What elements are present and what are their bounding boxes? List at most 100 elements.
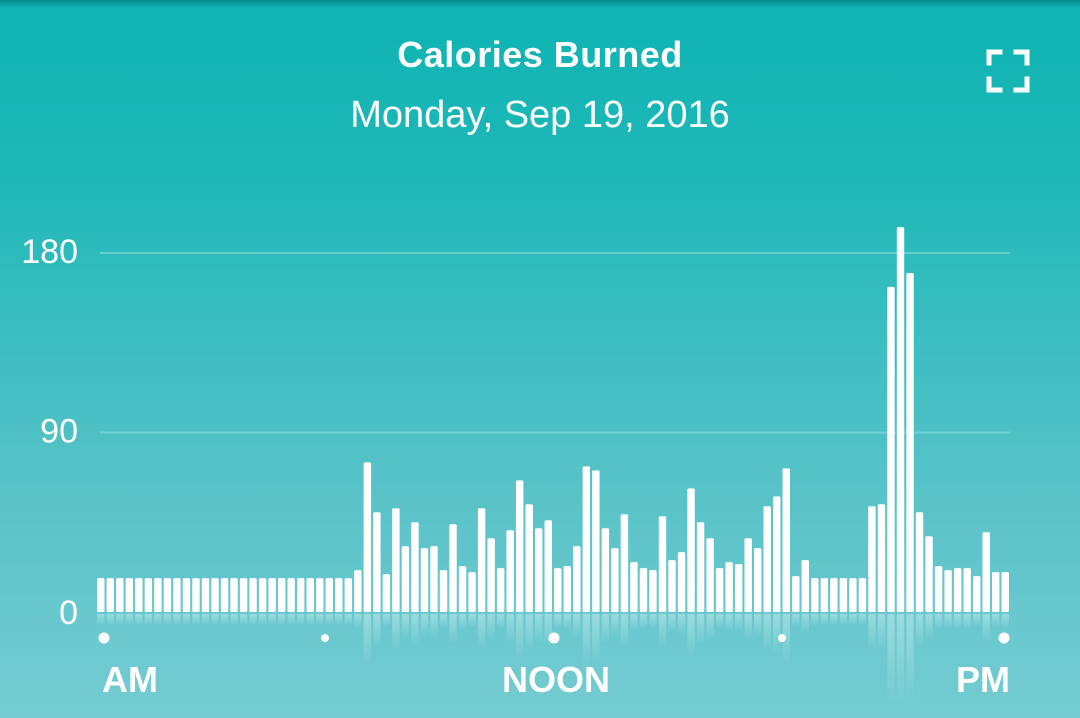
- bar[interactable]: [411, 522, 419, 612]
- bar[interactable]: [811, 578, 819, 612]
- bar[interactable]: [192, 578, 200, 612]
- bar[interactable]: [163, 578, 172, 612]
- bar[interactable]: [335, 578, 343, 612]
- bar[interactable]: [525, 504, 533, 612]
- bar-reflection: [354, 614, 362, 629]
- bar[interactable]: [382, 574, 391, 612]
- bar[interactable]: [592, 470, 600, 612]
- bar[interactable]: [925, 536, 933, 612]
- bar[interactable]: [801, 560, 810, 612]
- bar-reflection: [915, 614, 924, 649]
- bar[interactable]: [392, 508, 400, 612]
- bar[interactable]: [677, 552, 686, 612]
- bar[interactable]: [173, 578, 181, 612]
- bar[interactable]: [715, 568, 724, 612]
- bar[interactable]: [658, 516, 667, 612]
- bar[interactable]: [487, 538, 495, 612]
- bar[interactable]: [792, 576, 800, 612]
- bar[interactable]: [496, 568, 505, 612]
- bar[interactable]: [211, 578, 219, 612]
- bar[interactable]: [258, 578, 267, 612]
- bar[interactable]: [992, 572, 1000, 612]
- bar[interactable]: [287, 578, 295, 612]
- bar[interactable]: [573, 546, 581, 612]
- bar[interactable]: [373, 512, 381, 612]
- bar[interactable]: [687, 488, 695, 612]
- bar[interactable]: [601, 528, 610, 612]
- bar[interactable]: [944, 570, 952, 612]
- bar[interactable]: [401, 546, 410, 612]
- bar[interactable]: [630, 562, 638, 612]
- bar[interactable]: [972, 576, 981, 612]
- bar[interactable]: [611, 548, 619, 612]
- bar[interactable]: [230, 578, 238, 612]
- bar[interactable]: [449, 524, 457, 612]
- bar[interactable]: [896, 227, 905, 613]
- bar[interactable]: [325, 578, 333, 612]
- bar[interactable]: [763, 506, 771, 612]
- bar[interactable]: [706, 538, 714, 612]
- bar[interactable]: [239, 578, 248, 612]
- bar[interactable]: [563, 566, 571, 612]
- axis-dot: [778, 634, 786, 642]
- bar[interactable]: [268, 578, 276, 612]
- bar[interactable]: [106, 578, 114, 612]
- bar[interactable]: [201, 578, 210, 612]
- bar[interactable]: [639, 568, 648, 612]
- bar[interactable]: [515, 480, 524, 612]
- bar[interactable]: [316, 578, 324, 612]
- bar[interactable]: [877, 504, 886, 612]
- bar[interactable]: [668, 560, 676, 612]
- bar[interactable]: [344, 578, 353, 612]
- bar[interactable]: [420, 548, 429, 612]
- bar[interactable]: [839, 578, 848, 612]
- bar[interactable]: [506, 530, 514, 612]
- bar[interactable]: [430, 546, 438, 612]
- bar[interactable]: [582, 466, 591, 612]
- bar[interactable]: [868, 506, 876, 612]
- bar[interactable]: [296, 578, 305, 612]
- bar[interactable]: [773, 496, 781, 612]
- bar[interactable]: [439, 570, 448, 612]
- bar[interactable]: [649, 570, 657, 612]
- bar[interactable]: [620, 514, 629, 612]
- bar[interactable]: [277, 578, 286, 612]
- bar[interactable]: [468, 572, 476, 612]
- bar[interactable]: [458, 566, 467, 612]
- bar[interactable]: [753, 548, 762, 612]
- bar[interactable]: [535, 528, 543, 612]
- bar[interactable]: [154, 578, 162, 612]
- bar[interactable]: [144, 578, 153, 612]
- bar[interactable]: [963, 568, 971, 612]
- bar[interactable]: [135, 578, 143, 612]
- bar[interactable]: [982, 532, 990, 612]
- bar[interactable]: [1001, 572, 1009, 612]
- bar[interactable]: [887, 286, 895, 612]
- bar[interactable]: [782, 468, 790, 612]
- bar[interactable]: [182, 578, 191, 612]
- bar[interactable]: [725, 562, 733, 612]
- bar[interactable]: [915, 512, 924, 612]
- bar[interactable]: [820, 578, 829, 612]
- bar[interactable]: [363, 462, 372, 612]
- bar[interactable]: [830, 578, 838, 612]
- bar[interactable]: [544, 520, 552, 612]
- bar[interactable]: [477, 508, 486, 612]
- bar[interactable]: [744, 538, 752, 612]
- bar[interactable]: [116, 578, 124, 612]
- bar[interactable]: [125, 578, 134, 612]
- bar[interactable]: [734, 564, 743, 612]
- bar[interactable]: [220, 578, 229, 612]
- bar[interactable]: [906, 272, 914, 612]
- bar[interactable]: [554, 568, 562, 612]
- bar[interactable]: [696, 522, 705, 612]
- bar[interactable]: [354, 570, 362, 612]
- bar[interactable]: [306, 578, 314, 612]
- bar[interactable]: [97, 578, 105, 612]
- bar[interactable]: [858, 578, 867, 612]
- fullscreen-expand-icon[interactable]: [985, 48, 1031, 94]
- bar[interactable]: [934, 566, 943, 612]
- bar[interactable]: [249, 578, 257, 612]
- bar[interactable]: [953, 568, 962, 612]
- bar[interactable]: [849, 578, 857, 612]
